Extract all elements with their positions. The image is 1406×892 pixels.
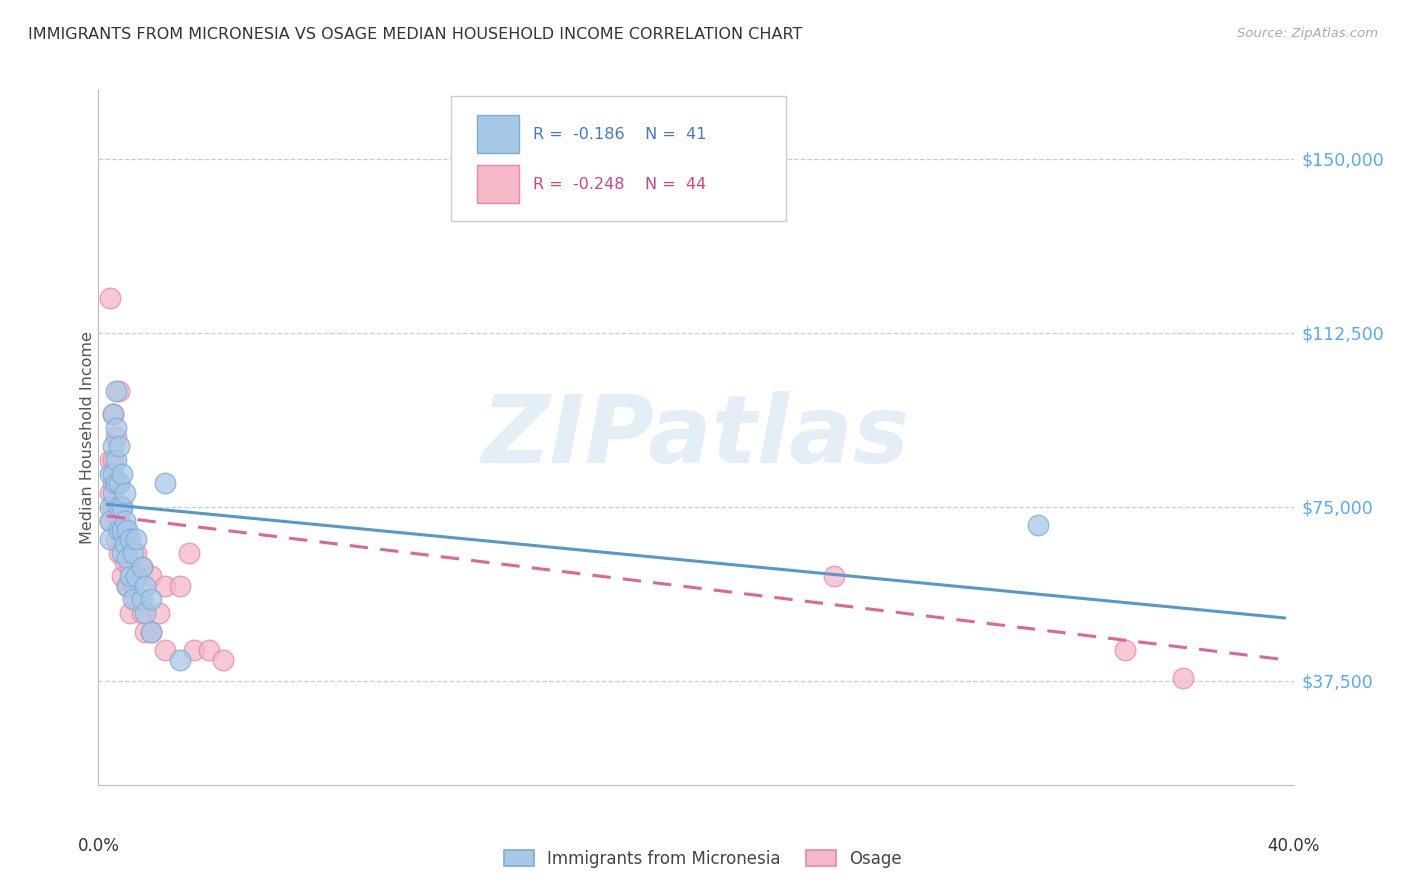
Point <box>120 569 142 583</box>
Point <box>98 453 121 467</box>
Point <box>117 578 139 592</box>
Point <box>98 532 121 546</box>
Point <box>131 560 153 574</box>
Point <box>823 569 845 583</box>
Text: 40.0%: 40.0% <box>1267 837 1320 855</box>
FancyBboxPatch shape <box>477 165 519 203</box>
Point <box>139 624 162 639</box>
Point <box>117 532 139 546</box>
Point <box>111 500 134 514</box>
Point <box>104 476 127 491</box>
Text: 0.0%: 0.0% <box>77 837 120 855</box>
Point <box>104 430 127 444</box>
Point <box>125 569 148 583</box>
Point <box>117 523 139 537</box>
Legend: Immigrants from Micronesia, Osage: Immigrants from Micronesia, Osage <box>498 844 908 875</box>
Point <box>101 500 124 514</box>
Point <box>120 532 142 546</box>
Point <box>114 514 136 528</box>
Point <box>177 546 200 560</box>
Point <box>107 439 129 453</box>
Point <box>131 560 153 574</box>
Point <box>104 500 127 514</box>
Text: IMMIGRANTS FROM MICRONESIA VS OSAGE MEDIAN HOUSEHOLD INCOME CORRELATION CHART: IMMIGRANTS FROM MICRONESIA VS OSAGE MEDI… <box>28 27 803 42</box>
Point <box>107 546 129 560</box>
Point <box>125 592 148 607</box>
Point <box>101 485 124 500</box>
Point <box>98 467 121 482</box>
Point <box>155 578 177 592</box>
Point <box>131 592 153 607</box>
Point <box>139 569 162 583</box>
Point <box>111 569 134 583</box>
Point <box>101 453 124 467</box>
Point <box>1171 671 1194 685</box>
Point <box>107 514 129 528</box>
Point <box>104 476 127 491</box>
Point <box>98 514 121 528</box>
Point <box>120 607 142 621</box>
Point <box>111 500 134 514</box>
Point <box>104 532 127 546</box>
Point <box>114 555 136 569</box>
Point <box>111 467 134 482</box>
Text: Source: ZipAtlas.com: Source: ZipAtlas.com <box>1237 27 1378 40</box>
Text: R =  -0.186    N =  41: R = -0.186 N = 41 <box>533 127 707 142</box>
Point <box>155 476 177 491</box>
Point <box>134 578 156 592</box>
Point <box>111 546 134 560</box>
Point <box>155 643 177 657</box>
Point <box>98 291 121 305</box>
Y-axis label: Median Household Income: Median Household Income <box>80 331 94 543</box>
Point <box>101 407 124 421</box>
Point <box>169 578 191 592</box>
Point <box>122 546 145 560</box>
Point <box>104 421 127 435</box>
Point <box>125 546 148 560</box>
Point <box>114 537 136 551</box>
Point <box>107 500 129 514</box>
Text: R =  -0.248    N =  44: R = -0.248 N = 44 <box>533 177 707 192</box>
Point <box>98 514 121 528</box>
Point <box>101 439 124 453</box>
Point <box>198 643 221 657</box>
Point <box>183 643 205 657</box>
Point <box>148 607 170 621</box>
Point <box>1026 518 1049 533</box>
Point <box>98 500 121 514</box>
Point <box>212 653 235 667</box>
Point <box>107 523 129 537</box>
Point <box>131 607 153 621</box>
Point <box>114 523 136 537</box>
Point <box>101 407 124 421</box>
Point <box>98 485 121 500</box>
Point <box>101 476 124 491</box>
Point <box>134 607 156 621</box>
Point <box>107 384 129 398</box>
Point <box>101 467 124 482</box>
Point <box>114 485 136 500</box>
Point <box>104 453 127 467</box>
Point <box>117 578 139 592</box>
Point <box>122 578 145 592</box>
Point <box>117 550 139 565</box>
Text: ZIPatlas: ZIPatlas <box>482 391 910 483</box>
Point <box>134 624 156 639</box>
Point <box>120 560 142 574</box>
FancyBboxPatch shape <box>451 96 786 221</box>
Point <box>125 532 148 546</box>
Point <box>107 476 129 491</box>
Point <box>139 624 162 639</box>
FancyBboxPatch shape <box>477 115 519 153</box>
Point <box>107 476 129 491</box>
Point <box>104 384 127 398</box>
Point <box>169 653 191 667</box>
Point <box>111 523 134 537</box>
Point <box>111 532 134 546</box>
Point <box>139 592 162 607</box>
Point <box>122 592 145 607</box>
Point <box>1114 643 1136 657</box>
